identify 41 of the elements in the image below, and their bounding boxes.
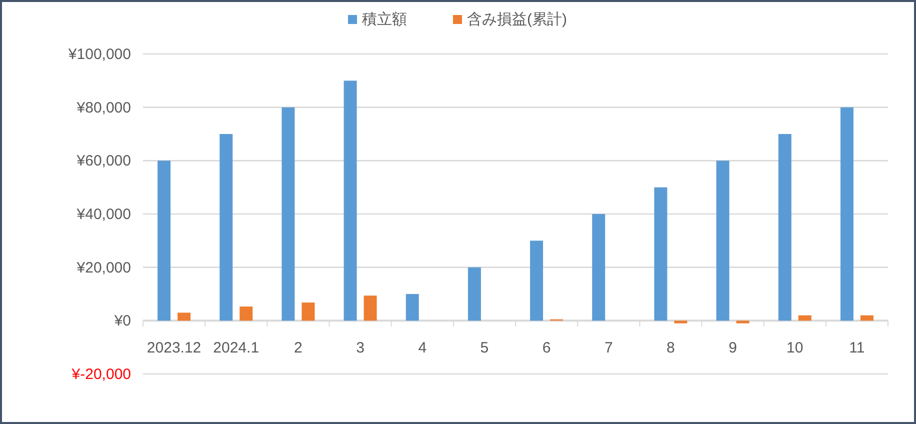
x-tick-label: 11 xyxy=(849,340,865,357)
x-tick-label: 2024.1 xyxy=(213,340,260,357)
bar xyxy=(860,315,874,321)
x-tick-label: 3 xyxy=(356,340,364,357)
x-tick-label: 5 xyxy=(480,340,489,357)
y-tick-label: ¥20,000 xyxy=(76,259,131,276)
x-tick-label: 7 xyxy=(604,340,613,357)
bar xyxy=(158,160,171,321)
bar xyxy=(344,80,357,321)
y-tick-label: ¥0 xyxy=(113,312,131,330)
bar xyxy=(798,315,812,321)
x-tick-label: 4 xyxy=(418,340,427,357)
x-tick-label: 10 xyxy=(786,340,804,357)
bar xyxy=(282,107,295,321)
y-tick-label: ¥80,000 xyxy=(76,99,131,116)
x-tick-label: 8 xyxy=(666,340,675,357)
y-tick-label: ¥100,000 xyxy=(67,46,131,63)
x-tick-label: 2023.12 xyxy=(146,340,202,357)
x-tick-label: 9 xyxy=(728,340,737,357)
bar xyxy=(178,312,191,321)
y-tick-label: ¥60,000 xyxy=(76,152,131,170)
y-tick-label: ¥40,000 xyxy=(76,206,131,223)
legend-label: 含み損益(累計) xyxy=(467,11,567,28)
bar xyxy=(302,302,315,321)
bar xyxy=(468,267,481,321)
bar xyxy=(220,134,233,321)
bar xyxy=(240,306,253,321)
bar xyxy=(716,160,730,321)
x-tick-label: 2 xyxy=(294,340,302,357)
bar xyxy=(364,296,377,321)
bar xyxy=(592,214,606,321)
bar xyxy=(530,240,544,321)
bar xyxy=(674,320,688,324)
bar xyxy=(654,187,668,321)
bar xyxy=(840,107,854,321)
x-tick-label: 6 xyxy=(542,340,551,357)
legend-label: 積立額 xyxy=(362,11,407,28)
bar xyxy=(778,134,792,321)
bar xyxy=(736,320,750,324)
y-tick-label: ¥-20,000 xyxy=(70,366,131,383)
bar xyxy=(406,294,419,321)
